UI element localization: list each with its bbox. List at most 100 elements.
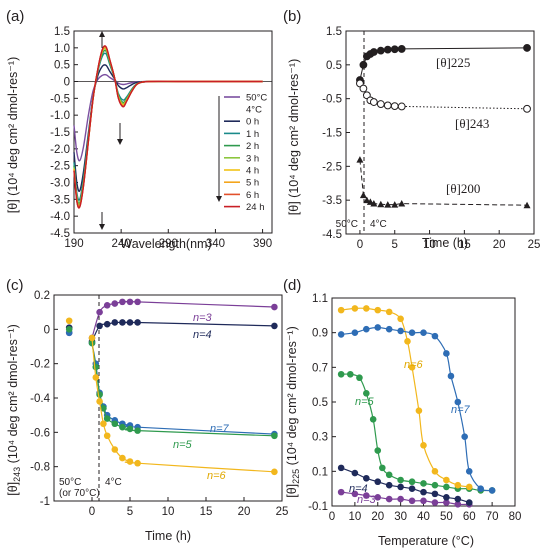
panel-d-xtick-label-4: 40 — [417, 511, 430, 523]
panel-b-ylabel: [θ] (10⁴ deg cm² dmol-res⁻¹) — [287, 59, 301, 215]
panel-d-label-n5: n=5 — [355, 396, 375, 408]
arrowhead-up-225-icon — [99, 31, 105, 37]
panel-d-xtick-label-2: 20 — [371, 511, 384, 523]
panel-b-ytick-label-5: 0.5 — [326, 60, 342, 72]
panel-c-point-4-9 — [134, 459, 141, 467]
panel-d-point-2-2 — [356, 374, 363, 382]
panel-c-label-n6: n=6 — [207, 470, 227, 482]
panel-d-point-4-9 — [443, 350, 450, 357]
panel-d-point-0-7 — [420, 497, 427, 505]
panel-b-point-2-2 — [363, 196, 371, 204]
panel-a: (a) [θ] (10⁴ deg cm² dmol-res⁻¹) Wavelen… — [6, 8, 273, 251]
panel-b-point-1-6 — [383, 101, 392, 110]
panel-b-point-1-5 — [376, 100, 385, 108]
panel-a-legend-label-6: 5 h — [246, 178, 259, 189]
panel-c-ytick-label-0: -1 — [40, 496, 50, 508]
panel-d-point-2-7 — [385, 471, 393, 479]
panel-d-point-2-0 — [337, 370, 345, 378]
panel-a-ytick-label-5: -2.0 — [50, 144, 70, 156]
panel-c-series — [65, 298, 278, 476]
panel-d-point-0-3 — [374, 494, 382, 501]
panel-d-ytick-label-6: 1.1 — [312, 293, 328, 305]
panel-d-ytick-label-1: 0.1 — [312, 466, 328, 478]
panel-a-xlabel: Wavelength(nm) — [120, 237, 211, 251]
panel-a-ylabel: [θ] (10⁴ deg cm² dmol-res⁻¹) — [6, 57, 20, 213]
panel-b-point-2-9 — [523, 201, 531, 209]
panel-d-point-3-2 — [363, 305, 370, 312]
panel-a-xtick-label-0: 190 — [64, 238, 83, 250]
panel-a-xtick-label-4: 390 — [253, 238, 272, 250]
panel-d-xtick-label-1: 10 — [348, 511, 361, 523]
panel-c-point-4-6 — [111, 446, 119, 453]
panel-a-legend-label-8: 24 h — [246, 202, 265, 213]
panel-c-ylabel-main: [θ] — [6, 482, 20, 496]
panel-a-legend-label-1: 0 h — [246, 117, 259, 128]
panel-c-point-0-2 — [96, 308, 103, 316]
panel-b-line-2 — [359, 159, 528, 206]
panel-d-point-0-0 — [337, 488, 345, 496]
panel-a-letter: (a) — [6, 8, 24, 25]
panel-a-ytick-label-4: -2.5 — [50, 161, 70, 173]
panel-c-ytick-label-5: 0 — [44, 324, 50, 336]
panel-d-point-4-15 — [488, 487, 496, 494]
panel-a-line-1 — [73, 64, 263, 192]
panel-a-xtick-label-3: 340 — [206, 238, 225, 250]
panel-d-point-3-4 — [385, 308, 393, 316]
panel-a-legend-label-5: 4 h — [246, 166, 259, 177]
panel-d-point-2-8 — [397, 476, 404, 484]
panel-c-fit-3 — [91, 343, 275, 437]
arrowhead-down-time-icon — [216, 196, 222, 202]
panel-d-xtick-label-6: 60 — [463, 511, 476, 523]
panel-c-point-3-0 — [65, 326, 73, 333]
panel-c-ytick-label-3: -0.4 — [30, 393, 50, 405]
panel-d-point-1-3 — [374, 478, 382, 486]
panel-a-ytick-label-3: -3.0 — [50, 178, 70, 190]
panel-b-ytick-label-1: -3.5 — [322, 195, 342, 207]
panel-c-point-4-5 — [103, 432, 111, 440]
panel-a-ytick-label-2: -3.5 — [50, 194, 70, 206]
panel-c-label-n7: n=7 — [210, 423, 230, 435]
panel-a-frame — [73, 30, 273, 234]
panel-d-point-0-4 — [385, 495, 393, 503]
panel-c-point-1-7 — [134, 319, 141, 326]
panel-a-arrows — [99, 31, 222, 230]
panel-c-fit-2 — [91, 342, 275, 435]
panel-a-ticks: -4.5 -4.0 -3.5 -3.0 -2.5 -2.0 -1.5 -1.0 -0.5 0 0.5… — [50, 26, 272, 250]
panel-d-xtick-label-0: 0 — [329, 511, 335, 523]
panel-c-point-1-4 — [111, 319, 119, 326]
panel-a-ytick-label-7: -1.0 — [50, 110, 70, 122]
panel-a-ytick-label-11: 1.0 — [54, 43, 70, 55]
panel-d-point-0-2 — [363, 492, 370, 499]
panel-d-point-4-2 — [363, 325, 370, 333]
panel-d-ylabel-rest: (10⁴ deg cm² dmol-res⁻¹) — [285, 326, 299, 469]
panel-c-point-4-10 — [271, 468, 278, 476]
panel-c-fit-1 — [91, 321, 275, 342]
panel-d-point-4-3 — [374, 324, 382, 331]
panel-d-label-n6: n=6 — [404, 359, 424, 371]
panel-a-legend-label-3: 2 h — [246, 141, 259, 152]
panel-b-xtick-label-0: 0 — [357, 239, 363, 251]
panel-d-label-n7: n=7 — [451, 404, 471, 416]
panel-d-point-3-6 — [404, 338, 411, 345]
panel-d-point-2-10 — [420, 480, 427, 487]
panel-a-ytick-label-1: -4.0 — [50, 211, 70, 223]
panel-c-point-1-5 — [119, 319, 126, 326]
panel-b-point-0-6 — [383, 45, 392, 54]
panel-b-point-0-8 — [397, 45, 406, 53]
panel-d-point-0-1 — [351, 490, 359, 498]
panel-d-xlabel: Temperature (°C) — [378, 534, 474, 548]
panel-c-ytick-label-2: -0.6 — [30, 427, 50, 439]
panel-b-ticks: -4.5 -3.5 -2.5 -1.5 -0.5 0.5 1.5 0 5 10 15 20 25 — [322, 26, 540, 251]
panel-a-legend-4c: 4°C — [246, 105, 262, 116]
panel-d-point-3-13 — [465, 483, 473, 491]
panel-d-point-4-12 — [461, 433, 468, 440]
panel-b-point-2-0 — [356, 156, 364, 163]
panel-d-point-4-13 — [465, 468, 473, 475]
panel-c-ytick-label-6: 0.2 — [34, 290, 50, 302]
panel-a-ytick-label-12: 1.5 — [54, 26, 70, 38]
panel-c-point-0-4 — [111, 300, 119, 307]
panel-c-point-3-2 — [92, 363, 100, 371]
panel-c-fit-4 — [91, 337, 275, 473]
panel-d-point-1-0 — [337, 464, 345, 472]
panel-d-point-3-12 — [454, 481, 462, 489]
